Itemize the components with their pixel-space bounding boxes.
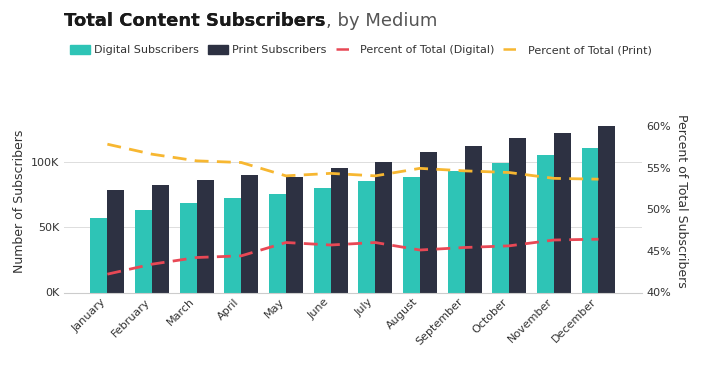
Bar [537,155,554,292]
Y-axis label: Number of Subscribers: Number of Subscribers [13,129,26,273]
Bar [135,210,152,292]
Text: Total Content Subscribers: Total Content Subscribers [64,12,326,30]
Y-axis label: Percent of Total Subscribers: Percent of Total Subscribers [675,114,688,288]
Bar [180,204,197,292]
Bar [331,168,347,292]
Bar [375,161,392,292]
Bar [91,218,108,292]
Bar [314,188,331,292]
Bar [598,126,615,292]
Bar [554,133,571,292]
Bar [403,177,420,292]
Bar [509,138,526,292]
Bar [225,198,241,292]
Bar [152,185,169,292]
Legend: Digital Subscribers, Print Subscribers, Percent of Total (Digital), Percent of T: Digital Subscribers, Print Subscribers, … [70,45,652,55]
Bar [269,194,286,292]
Bar [241,175,258,292]
Bar [359,181,375,292]
Bar [582,149,598,292]
Bar [420,152,437,292]
Bar [492,163,509,292]
Text: Total Content Subscribers: Total Content Subscribers [64,12,326,30]
Text: , by Medium: , by Medium [326,12,437,30]
Bar [286,177,303,292]
Bar [448,171,465,292]
Bar [197,180,214,292]
Bar [465,146,481,292]
Bar [108,190,124,292]
